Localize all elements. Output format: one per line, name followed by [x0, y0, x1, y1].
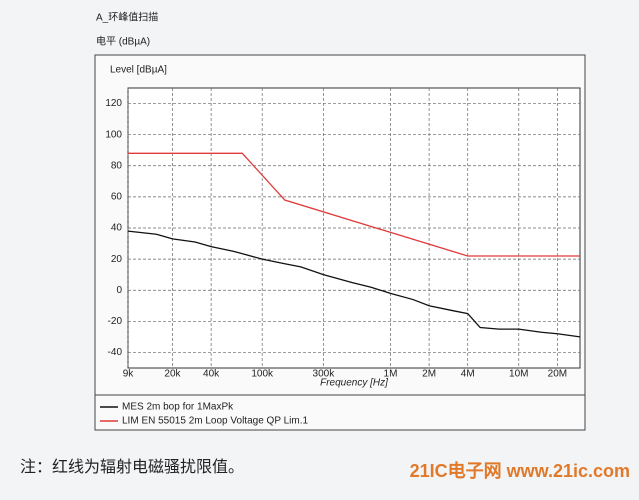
x-tick-label: 20M	[548, 369, 567, 380]
x-tick-label: 1M	[384, 369, 398, 380]
title: A_环峰值扫描	[96, 11, 158, 24]
x-tick-label: 10M	[509, 369, 528, 380]
x-tick-label: 4M	[461, 369, 475, 380]
y-tick-label: -20	[108, 316, 123, 327]
x-tick-label: 9k	[123, 369, 135, 380]
y-tick-label: 20	[111, 254, 123, 265]
unit: 电平 (dBµA)	[96, 35, 150, 48]
x-tick-label: 20k	[164, 369, 181, 380]
y-tick-label: 100	[105, 129, 122, 140]
y-tick-label: 40	[111, 223, 123, 234]
x-label: Frequency [Hz]	[320, 378, 388, 389]
y-label: Level [dBµA]	[110, 65, 167, 76]
series-line	[127, 230, 581, 338]
y-tick-label: 0	[116, 285, 122, 296]
legend-label: MES 2m bop for 1MaxPk	[122, 402, 234, 413]
x-tick-label: 300k	[313, 369, 336, 380]
y-tick-label: 60	[111, 192, 123, 203]
series-line	[128, 152, 580, 257]
x-tick-label: 2M	[422, 369, 436, 380]
x-tick-label: 100k	[251, 369, 274, 380]
y-tick-label: 80	[111, 160, 123, 171]
y-tick-label: 120	[105, 98, 122, 109]
y-tick-label: -40	[108, 347, 123, 358]
caption: 注：红线为辐射电磁骚扰限值。	[20, 458, 244, 476]
watermark: 21IC电子网 www.21ic.com	[410, 460, 630, 481]
legend-label: LIM EN 55015 2m Loop Voltage QP Lim.1	[122, 416, 308, 427]
x-tick-label: 40k	[203, 369, 220, 380]
